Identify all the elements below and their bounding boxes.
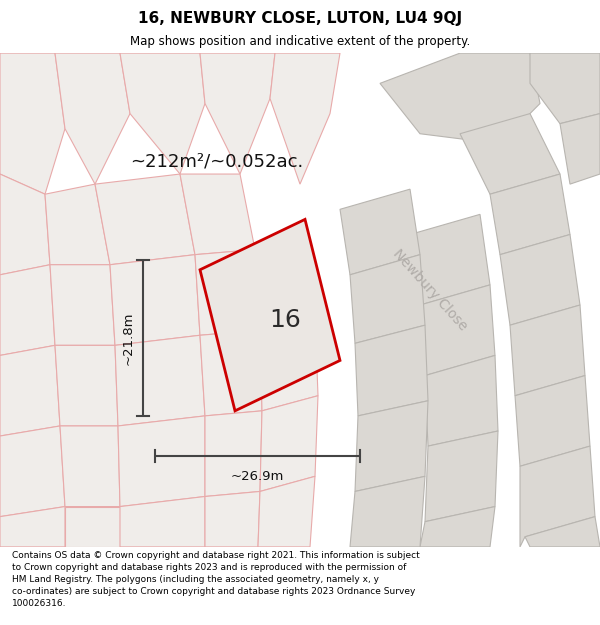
Polygon shape — [260, 315, 318, 411]
Polygon shape — [0, 346, 60, 436]
Polygon shape — [530, 53, 600, 124]
Polygon shape — [525, 517, 600, 547]
Polygon shape — [0, 507, 65, 547]
Polygon shape — [0, 174, 50, 275]
Text: ~212m²/~0.052ac.: ~212m²/~0.052ac. — [130, 153, 303, 171]
Polygon shape — [510, 305, 585, 396]
Polygon shape — [205, 491, 260, 547]
Text: Map shows position and indicative extent of the property.: Map shows position and indicative extent… — [130, 35, 470, 48]
Polygon shape — [425, 356, 498, 446]
Polygon shape — [205, 411, 262, 496]
Polygon shape — [260, 396, 318, 491]
Polygon shape — [55, 346, 118, 426]
Polygon shape — [255, 239, 315, 330]
Polygon shape — [110, 254, 200, 346]
Polygon shape — [560, 114, 600, 184]
Polygon shape — [95, 174, 195, 265]
Polygon shape — [180, 174, 255, 254]
Polygon shape — [0, 53, 65, 194]
Polygon shape — [200, 53, 275, 174]
Polygon shape — [50, 265, 115, 346]
Polygon shape — [0, 426, 65, 517]
Polygon shape — [350, 254, 425, 343]
Polygon shape — [120, 496, 205, 547]
Polygon shape — [410, 214, 490, 305]
Polygon shape — [425, 431, 498, 522]
Polygon shape — [200, 219, 340, 411]
Text: ~26.9m: ~26.9m — [231, 470, 284, 483]
Polygon shape — [420, 507, 495, 547]
Polygon shape — [120, 53, 205, 174]
Polygon shape — [55, 53, 130, 184]
Polygon shape — [200, 330, 262, 416]
Polygon shape — [515, 376, 590, 466]
Text: 16, NEWBURY CLOSE, LUTON, LU4 9QJ: 16, NEWBURY CLOSE, LUTON, LU4 9QJ — [138, 11, 462, 26]
Text: 16: 16 — [269, 308, 301, 332]
Polygon shape — [258, 476, 315, 547]
Polygon shape — [0, 265, 55, 356]
Polygon shape — [490, 174, 570, 254]
Polygon shape — [380, 53, 540, 144]
Polygon shape — [460, 114, 560, 194]
Polygon shape — [115, 335, 205, 426]
Text: ~21.8m: ~21.8m — [121, 311, 134, 364]
Polygon shape — [340, 189, 420, 275]
Polygon shape — [355, 401, 428, 491]
Polygon shape — [270, 53, 340, 184]
Polygon shape — [118, 416, 205, 507]
Polygon shape — [45, 184, 110, 265]
Polygon shape — [60, 426, 120, 507]
Polygon shape — [520, 446, 595, 547]
Text: Contains OS data © Crown copyright and database right 2021. This information is : Contains OS data © Crown copyright and d… — [12, 551, 420, 608]
Polygon shape — [500, 234, 580, 325]
Polygon shape — [350, 476, 425, 547]
Polygon shape — [420, 285, 495, 376]
Text: Newbury Close: Newbury Close — [390, 247, 470, 333]
Polygon shape — [355, 325, 428, 416]
Polygon shape — [65, 507, 120, 547]
Polygon shape — [195, 249, 260, 335]
